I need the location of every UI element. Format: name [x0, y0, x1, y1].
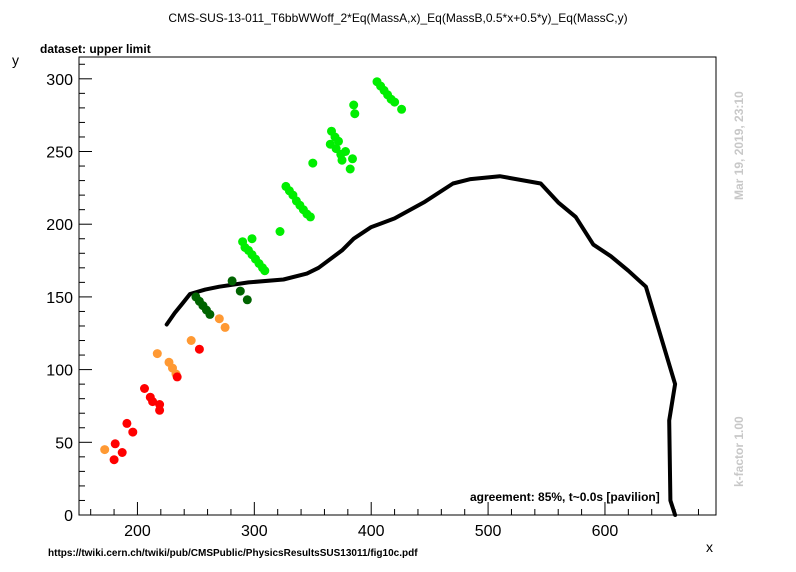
data-point: [122, 418, 132, 428]
data-point: [390, 97, 400, 107]
y-tick-label: 150: [46, 290, 73, 307]
data-point: [214, 314, 224, 324]
data-point: [140, 384, 149, 393]
dataset-label: dataset: upper limit: [40, 42, 151, 56]
data-point: [305, 212, 315, 222]
data-point: [172, 372, 182, 382]
y-tick-label: 50: [55, 435, 73, 452]
y-tick-label: 200: [46, 217, 73, 234]
data-point: [220, 322, 230, 332]
data-point: [148, 397, 158, 407]
data-point: [242, 295, 252, 305]
data-point: [235, 286, 245, 296]
chart-title: CMS-SUS-13-011_T6bbWWoff_2*Eq(MassA,x)_E…: [168, 11, 628, 25]
data-point: [348, 154, 357, 164]
data-point: [227, 276, 237, 286]
data-point: [247, 234, 257, 244]
axes: 200 300 400 500 600 0 50 100 150 200 250 300: [46, 63, 699, 540]
data-point: [194, 344, 204, 354]
data-point: [186, 336, 196, 345]
y-tick-label: 300: [46, 72, 73, 89]
y-tick-label: 250: [46, 145, 73, 162]
data-point: [205, 309, 215, 319]
source-url: https://twiki.cern.ch/twiki/pub/CMSPubli…: [48, 548, 418, 559]
data-point: [110, 439, 120, 449]
x-tick-label: 300: [241, 523, 268, 540]
x-tick-label: 400: [358, 523, 385, 540]
data-point: [152, 349, 162, 359]
x-tick-label: 500: [475, 523, 502, 540]
x-axis-label: x: [706, 539, 713, 555]
x-tick-label: 600: [592, 523, 619, 540]
data-point: [275, 227, 285, 236]
data-point: [155, 405, 165, 415]
data-point: [308, 158, 318, 168]
data-point: [345, 164, 355, 174]
data-point: [100, 445, 110, 455]
limit-line: [164, 174, 678, 517]
data-point: [350, 109, 360, 119]
points-group: [100, 77, 407, 465]
data-point: [334, 136, 343, 146]
data-point: [349, 100, 359, 110]
agreement-label: agreement: 85%, t~0.0s [pavilion]: [470, 490, 660, 504]
data-point: [397, 104, 407, 114]
data-point: [128, 427, 138, 437]
data-point: [341, 147, 350, 156]
y-tick-label: 0: [64, 508, 73, 525]
data-point: [117, 448, 127, 457]
limit-line-group: [164, 174, 678, 517]
data-point: [109, 455, 119, 465]
x-tick-label: 200: [124, 523, 151, 540]
data-point: [260, 266, 270, 276]
plot-frame: [78, 56, 717, 516]
y-tick-label: 100: [46, 363, 73, 380]
y-axis-label: y: [12, 52, 19, 68]
data-point: [337, 155, 347, 165]
